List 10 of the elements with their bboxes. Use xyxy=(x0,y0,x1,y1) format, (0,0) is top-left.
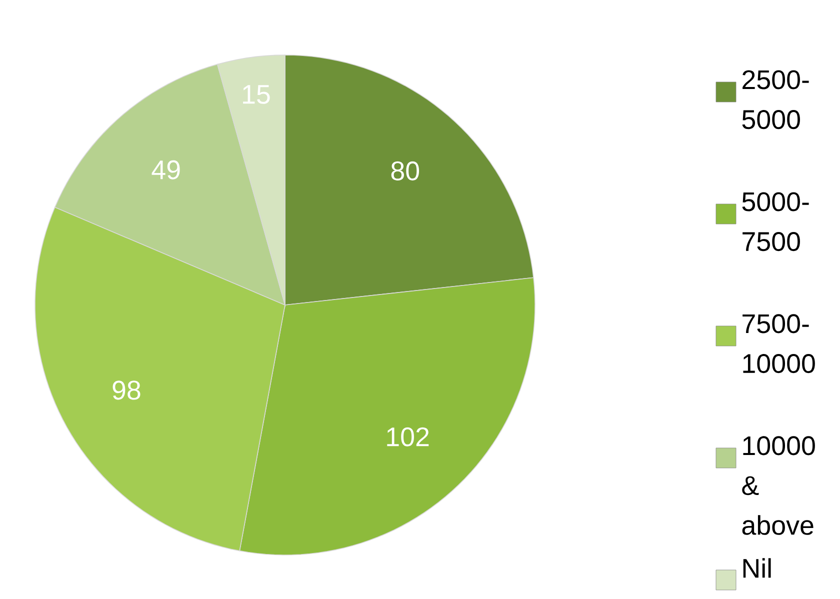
data-label: 98 xyxy=(112,380,140,400)
data-label: 80 xyxy=(391,161,420,180)
data-label: 49 xyxy=(152,160,180,180)
legend-label: 7500-10000 xyxy=(742,314,815,374)
legend-label: Nil xyxy=(743,558,771,578)
legend-label: 10000 & above xyxy=(742,436,815,535)
data-label: 15 xyxy=(243,85,270,104)
data-label: 102 xyxy=(387,427,429,446)
legend-label: 2500-5000 xyxy=(742,70,809,130)
legend-label: 5000-7500 xyxy=(742,192,809,252)
